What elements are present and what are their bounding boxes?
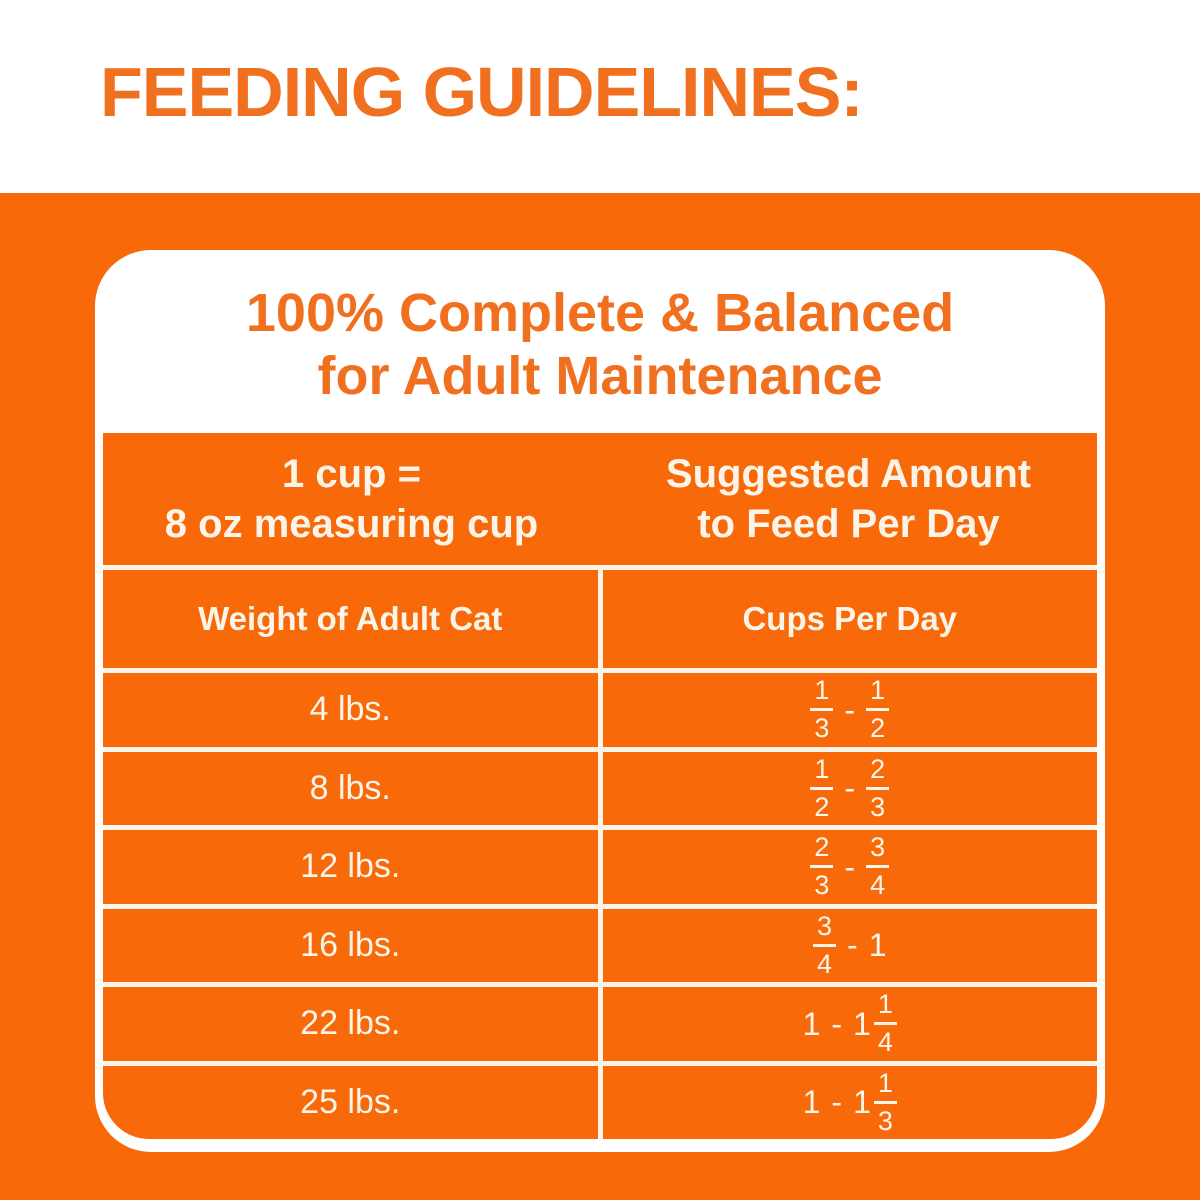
fraction-denominator: 3	[814, 870, 830, 901]
guidelines-card: 100% Complete & Balanced for Adult Maint…	[95, 250, 1105, 1152]
header-cup-note-line2: 8 oz measuring cup	[164, 502, 539, 546]
fraction-numerator: 1	[873, 1069, 897, 1104]
fraction-denominator: 4	[870, 870, 886, 901]
fraction-numerator: 2	[866, 755, 890, 790]
cups-text: -	[831, 1005, 843, 1042]
cups-text: -	[844, 691, 856, 728]
header-cup-note-line1: 1 cup =	[282, 452, 421, 496]
fraction-numerator: 2	[810, 834, 834, 869]
cups-text: -	[831, 1084, 843, 1121]
fraction-denominator: 4	[877, 1027, 893, 1058]
fraction-denominator: 2	[870, 713, 886, 744]
fraction-numerator: 3	[866, 834, 890, 869]
card-heading-line2: for Adult Maintenance	[317, 346, 883, 407]
cups-text: 1	[802, 1084, 821, 1121]
card-heading: 100% Complete & Balanced for Adult Maint…	[95, 250, 1105, 433]
fraction-numerator: 1	[873, 991, 897, 1026]
mixed-number-whole: 1	[853, 1084, 871, 1121]
fraction-numerator: 1	[810, 755, 834, 790]
fraction-numerator: 1	[866, 677, 890, 712]
weight-cell: 16 lbs.	[103, 908, 598, 982]
top-white-band: FEEDING GUIDELINES:	[0, 0, 1200, 193]
table-header-row: 1 cup = 8 oz measuring cup Suggested Amo…	[103, 433, 1097, 565]
header-cup-note: 1 cup = 8 oz measuring cup	[103, 449, 600, 549]
feeding-table: 1 cup = 8 oz measuring cup Suggested Amo…	[103, 433, 1097, 1139]
header-suggested-line1: Suggested Amount	[665, 452, 1032, 496]
weight-cell: 8 lbs.	[103, 751, 598, 825]
cups-text: 1	[802, 1005, 821, 1042]
fraction-numerator: 1	[810, 677, 834, 712]
header-suggested-line2: to Feed Per Day	[697, 502, 1000, 546]
fraction-numerator: 3	[813, 912, 837, 947]
cups-text: 1	[868, 927, 887, 964]
fraction-denominator: 3	[870, 791, 886, 822]
card-heading-line1: 100% Complete & Balanced	[245, 283, 955, 343]
fraction-denominator: 3	[814, 713, 830, 744]
weight-cell: 25 lbs.	[103, 1065, 598, 1139]
weight-cell: 12 lbs.	[103, 830, 598, 904]
fraction-denominator: 2	[814, 791, 830, 822]
column-header-cups: Cups Per Day	[602, 570, 1097, 668]
cups-text: -	[844, 848, 856, 885]
weight-cell: 22 lbs.	[103, 987, 598, 1061]
cups-text: -	[847, 927, 858, 964]
cups-text: -	[844, 770, 856, 807]
fraction-denominator: 3	[877, 1105, 893, 1136]
feeding-table-wrapper: 1 cup = 8 oz measuring cup Suggested Amo…	[103, 433, 1097, 1139]
header-suggested-amount: Suggested Amount to Feed Per Day	[600, 449, 1097, 549]
page-title: FEEDING GUIDELINES:	[100, 53, 864, 131]
fraction-denominator: 4	[817, 948, 833, 979]
mixed-number-whole: 1	[853, 1005, 871, 1042]
column-header-weight: Weight of Adult Cat	[103, 570, 598, 668]
weight-cell: 4 lbs.	[103, 673, 598, 747]
